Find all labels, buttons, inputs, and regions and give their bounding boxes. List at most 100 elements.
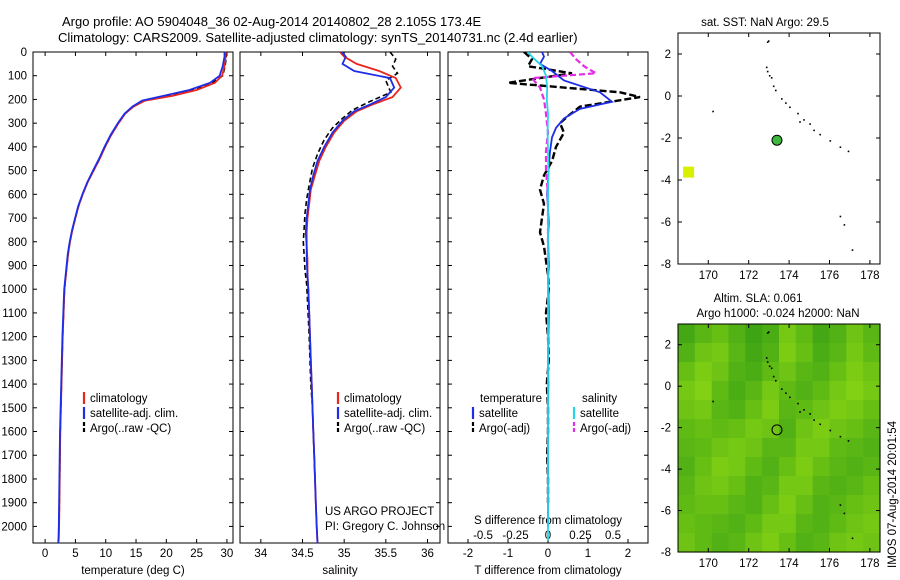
y-tick-label: -4 <box>661 464 672 476</box>
island-mark <box>803 409 805 411</box>
y-tick-label: 0 <box>665 381 671 393</box>
sla-cell <box>779 381 797 401</box>
x-tick-label: 30 <box>221 548 234 560</box>
x-tick-label: 0 <box>545 548 551 560</box>
island-mark <box>768 75 771 77</box>
island-mark <box>770 77 773 79</box>
island-mark <box>781 388 783 390</box>
sla-cell <box>846 400 864 420</box>
sla-cell <box>711 438 730 458</box>
sla-cell <box>829 400 847 420</box>
legend-group-label: salinity <box>582 393 617 405</box>
sla-cell <box>745 419 763 439</box>
sla-cell <box>694 457 713 477</box>
sla-cell <box>863 533 881 553</box>
map-frame <box>677 32 881 265</box>
s-tick-label: -0.25 <box>502 530 528 542</box>
sla-cell <box>762 381 780 401</box>
x-tick-label: 2 <box>625 548 631 560</box>
sla-cell <box>678 419 696 439</box>
series-line <box>304 52 396 543</box>
x-tick-label: 10 <box>99 548 112 560</box>
s-tick-label: -0.5 <box>473 530 493 542</box>
sla-cell <box>694 343 713 363</box>
island-mark <box>775 89 777 92</box>
sla-cell <box>728 495 746 515</box>
island-mark <box>843 512 846 515</box>
sla-cell <box>846 343 864 363</box>
island-mark <box>829 429 832 432</box>
x-tick-label: 178 <box>860 558 879 570</box>
island-mark <box>765 66 768 69</box>
figure-title-line2: Climatology: CARS2009. Satellite-adjuste… <box>58 30 578 45</box>
sla-cell <box>829 438 847 458</box>
sla-cell <box>694 381 713 401</box>
island-mark <box>797 402 799 405</box>
map-frame <box>677 323 881 553</box>
legend-label: Argo(..raw -QC) <box>90 423 171 435</box>
island-mark <box>847 150 850 153</box>
sla-cell <box>846 362 864 382</box>
s-tick-label: 0.5 <box>605 530 621 542</box>
series-line <box>507 52 641 503</box>
island-mark <box>813 129 815 132</box>
y-tick-label: 0 <box>21 47 27 59</box>
island-mark <box>785 392 787 394</box>
island-mark <box>843 224 846 226</box>
sla-cell <box>745 400 763 420</box>
sla-cell <box>762 362 780 382</box>
y-tick-label: 800 <box>8 237 27 249</box>
sla-cell <box>779 400 797 420</box>
sla-cell <box>711 343 730 363</box>
sla-cell <box>694 438 713 458</box>
sla-cell <box>762 419 780 439</box>
sla-cell <box>812 324 831 344</box>
y-tick-label: 1400 <box>1 379 27 391</box>
x-tick-label: 170 <box>699 558 718 570</box>
sla-cell <box>812 495 831 515</box>
legend-label: Argo(-adj) <box>580 423 631 435</box>
sla-cell <box>678 362 696 382</box>
y-tick-label: 500 <box>8 166 27 178</box>
legend-label: satellite-adj. clim. <box>344 408 432 420</box>
y-tick-label: 1800 <box>1 474 27 486</box>
side-timestamp-label: IMOS 07-Aug-2014 20:01:54 <box>887 420 899 568</box>
x-tick-label: 1 <box>585 548 591 560</box>
sla-cell <box>863 438 881 458</box>
legend-label: Argo(-adj) <box>479 423 530 435</box>
island-mark <box>712 400 714 403</box>
island-mark <box>809 413 811 415</box>
x-tick-label: 170 <box>699 270 718 282</box>
y-tick-label: 2 <box>665 49 671 61</box>
x-axis-label: salinity <box>322 565 357 577</box>
sla-cell <box>829 419 847 439</box>
island-mark <box>799 411 801 413</box>
sla-map-title-line2: Argo h1000: -0.024 h2000: NaN <box>696 308 859 320</box>
y-tick-label: 1000 <box>1 284 27 296</box>
sla-cell <box>745 438 763 458</box>
y-tick-label: 0 <box>665 91 671 103</box>
salinity-panel: 34 34.5 35 35.5 36 salinity climatology satelli… <box>239 51 441 577</box>
x-tick-label: 174 <box>780 270 800 282</box>
sla-cell <box>762 438 780 458</box>
y-tick-label: 1600 <box>1 427 27 439</box>
x-tick-label: 5 <box>72 548 78 560</box>
legend-group-label: temperature <box>480 393 542 405</box>
sla-cell <box>694 476 713 496</box>
y-tick-label: -2 <box>661 423 671 435</box>
legend-label: satellite-adj. clim. <box>90 408 178 420</box>
y-tick-label: -8 <box>661 259 671 271</box>
island-mark <box>766 332 769 334</box>
sla-cell <box>694 514 713 534</box>
y-tick-label: 200 <box>8 94 27 106</box>
sla-cell <box>745 495 763 515</box>
sla-cell <box>711 381 730 401</box>
sla-cell <box>728 533 746 553</box>
island-mark <box>768 365 771 368</box>
sla-cell <box>812 400 831 420</box>
island-mark <box>839 215 842 218</box>
sla-cell <box>728 457 746 477</box>
sla-cell <box>728 400 746 420</box>
sla-cell <box>829 514 847 534</box>
sla-cell <box>846 533 864 553</box>
